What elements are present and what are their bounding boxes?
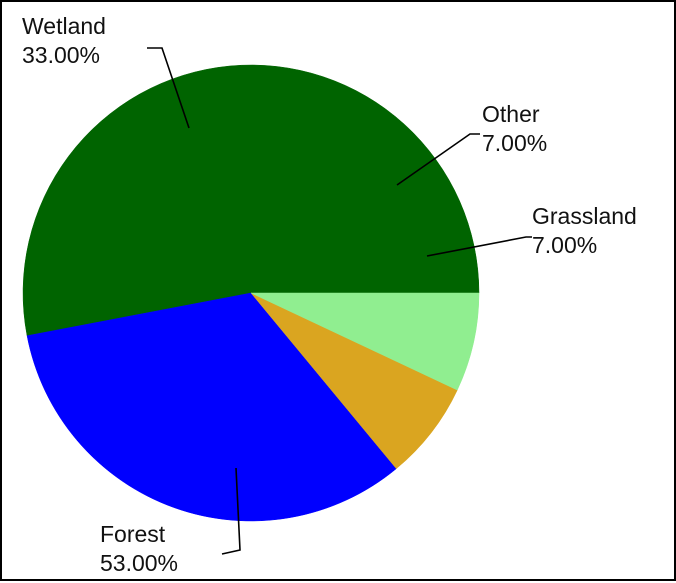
slice-name: Grassland (532, 203, 637, 229)
slice-label-wetland: Wetland 33.00% (22, 13, 106, 68)
slice-name: Forest (100, 521, 166, 547)
slice-percent: 7.00% (482, 130, 547, 156)
slice-label-grassland: Grassland 7.00% (532, 203, 637, 258)
leader-lines (147, 47, 532, 555)
slice-name: Wetland (22, 13, 106, 39)
leader-line-other (396, 133, 480, 186)
pie-slice-grassland (250, 292, 480, 391)
slice-labels: Forest 53.00%Wetland 33.00%Other 7.00%Grass… (22, 13, 637, 576)
leader-line-forest (221, 467, 241, 555)
slice-percent: 53.00% (100, 550, 178, 576)
slice-label-other: Other 7.00% (482, 101, 547, 156)
slice-percent: 33.00% (22, 42, 100, 68)
slice-label-forest: Forest 53.00% (100, 521, 178, 576)
pie-slice-wetland (26, 292, 397, 522)
pie-slice-forest (22, 64, 480, 337)
leader-line-wetland (147, 47, 190, 129)
slice-percent: 7.00% (532, 232, 597, 258)
leader-line-grassland (426, 236, 532, 257)
slice-name: Other (482, 101, 540, 127)
pie-slices (22, 64, 480, 522)
